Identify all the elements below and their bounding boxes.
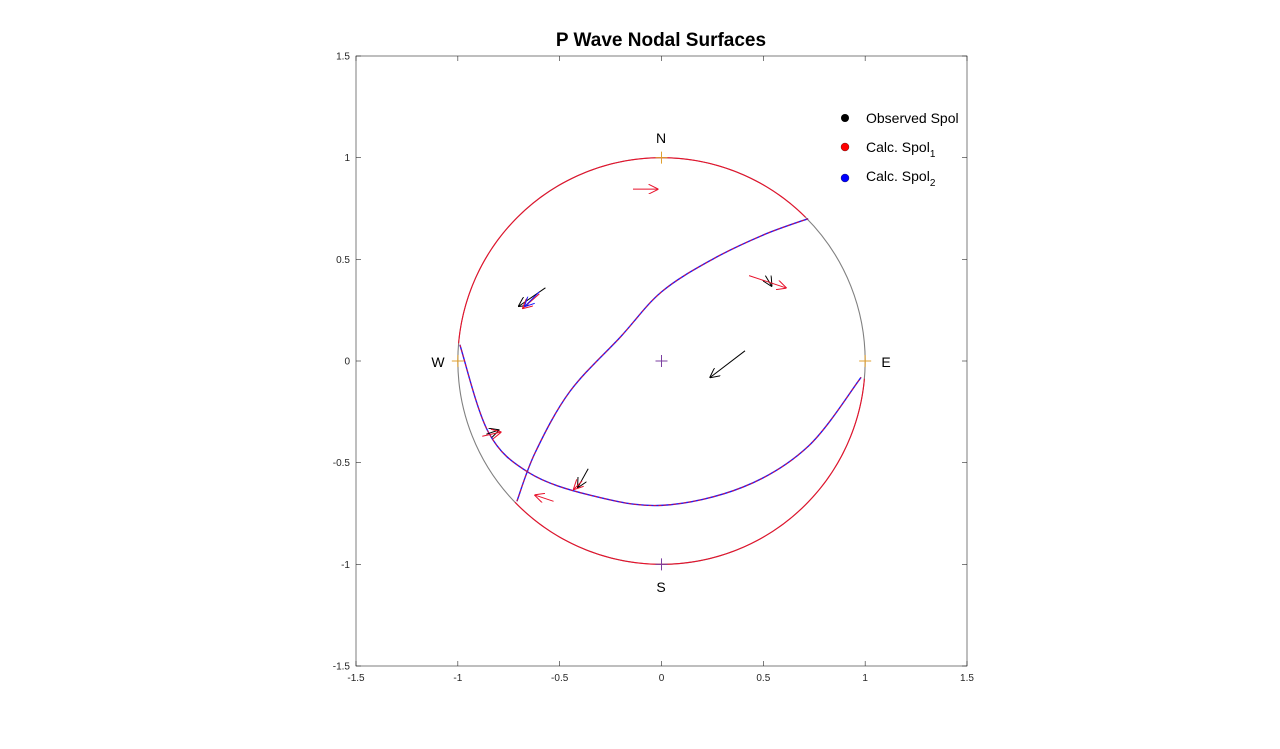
focal-sphere-arc-red-north <box>458 157 806 344</box>
y-axis: -1.5 -1 -0.5 0 0.5 1 1.5 <box>333 52 967 673</box>
y-tick-label: 1.5 <box>336 52 350 63</box>
plot-content <box>451 151 872 571</box>
legend-subscript-calc-1: 1 <box>930 149 936 160</box>
plane-2-red <box>516 218 809 502</box>
legend-item-calc-2: Calc. Spol2 <box>840 168 936 189</box>
x-tick-label: 0.5 <box>756 673 770 684</box>
focal-sphere-arc-red-south <box>514 378 865 565</box>
calc-spol-1-arrow <box>482 432 500 436</box>
svg-text:Calc. Spol1: Calc. Spol1 <box>866 139 936 160</box>
svg-text:Observed Spol: Observed Spol <box>866 110 959 126</box>
y-tick-label: 1 <box>344 153 350 164</box>
north-label: N <box>656 130 666 146</box>
calc-spol-2-layer <box>525 291 540 306</box>
x-tick-label: -1 <box>453 673 462 684</box>
legend-label-calc-2: Calc. Spol <box>866 168 930 184</box>
legend-marker-calc-2 <box>840 173 850 183</box>
y-tick-label: 0.5 <box>336 255 350 266</box>
x-tick-label: 1 <box>862 673 868 684</box>
calc-spol-1-arrow <box>748 275 786 288</box>
legend-label-calc-1: Calc. Spol <box>866 139 930 155</box>
y-tick-label: -1.5 <box>333 662 351 673</box>
x-tick-label: -0.5 <box>551 673 569 684</box>
legend: Observed Spol Calc. Spol1 Calc. Spol2 <box>840 110 959 189</box>
observed-spol-arrow <box>765 275 771 286</box>
legend-item-observed: Observed Spol <box>841 110 959 126</box>
legend-item-calc-1: Calc. Spol1 <box>840 139 936 160</box>
legend-marker-calc-1 <box>840 142 850 152</box>
legend-label-observed: Observed Spol <box>866 110 959 126</box>
calc-spol-2-arrow <box>525 291 540 306</box>
x-tick-label: 1.5 <box>960 673 974 684</box>
svg-text:Calc. Spol2: Calc. Spol2 <box>866 168 936 189</box>
calc-spol-1-arrow <box>535 495 554 501</box>
x-tick-label: -1.5 <box>347 673 365 684</box>
y-tick-label: -0.5 <box>333 458 351 469</box>
x-tick-label: 0 <box>659 673 665 684</box>
calc-spol-1-arrow <box>574 481 582 489</box>
legend-subscript-calc-2: 2 <box>930 178 936 189</box>
legend-marker-observed <box>841 114 849 122</box>
cardinal-cross-layer <box>451 151 872 571</box>
south-label: S <box>656 579 665 595</box>
x-axis: -1.5 -1 -0.5 0 0.5 1 1.5 <box>347 56 974 684</box>
chart-title: P Wave Nodal Surfaces <box>556 30 766 51</box>
y-tick-label: 0 <box>344 357 350 368</box>
west-label: W <box>431 354 445 370</box>
east-label: E <box>881 354 890 370</box>
plane-1-red <box>459 344 862 507</box>
observed-spol-arrow <box>710 350 746 377</box>
y-tick-label: -1 <box>341 560 350 571</box>
